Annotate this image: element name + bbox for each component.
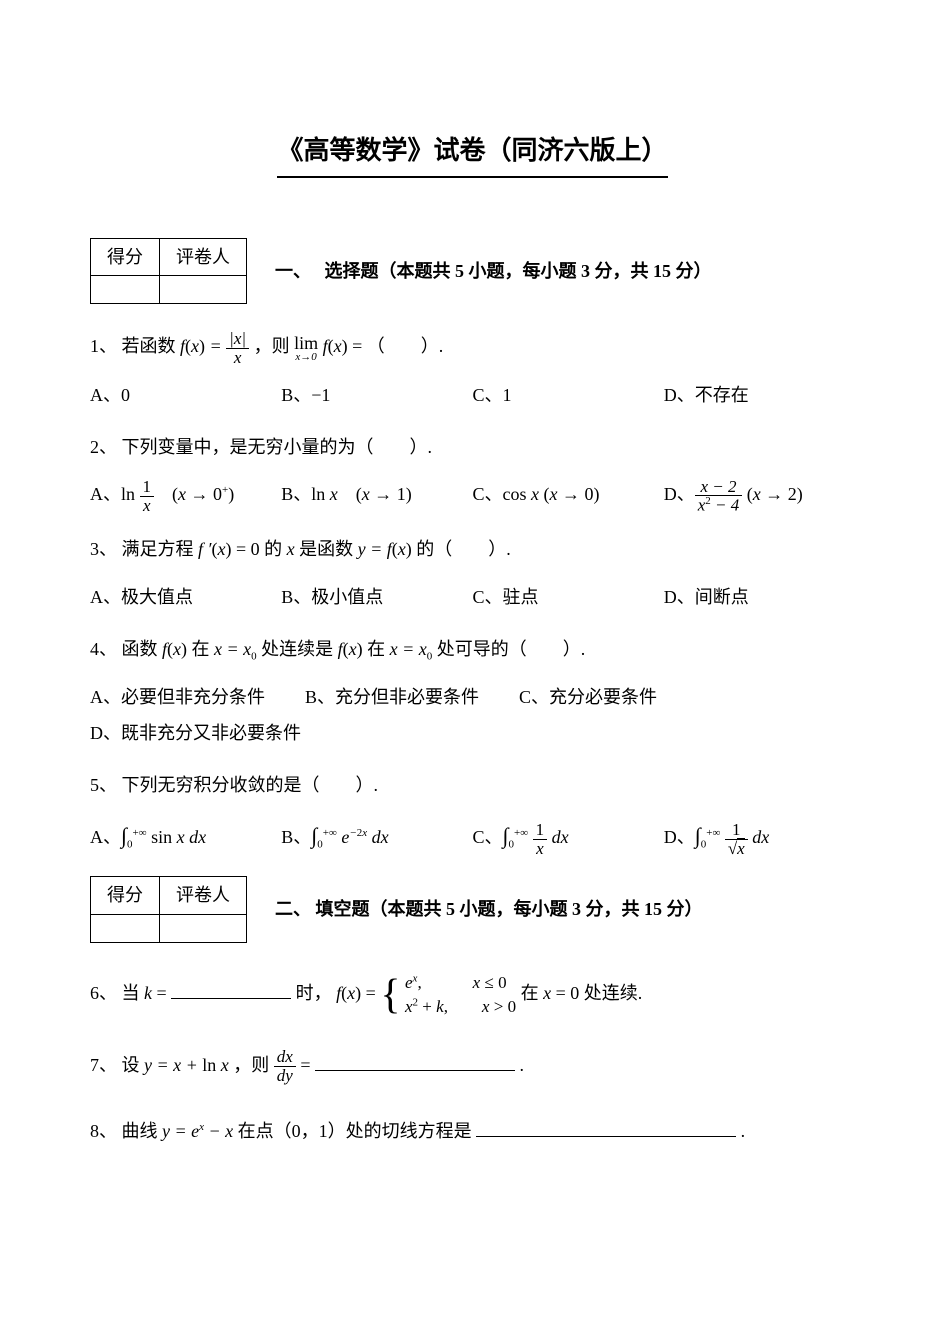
section-1-text: 选择题（本题共 5 小题，每小题 3 分，共 15 分） (325, 261, 712, 281)
title-container: 《高等数学》试卷（同济六版上） (90, 130, 855, 178)
q4-opt-c: C、充分必要条件 (519, 679, 657, 715)
q6-fx: f(x) = (336, 983, 380, 1003)
section-2-number: 二、 (275, 899, 311, 919)
q7-frac: dxdy (274, 1048, 296, 1085)
q6-brace-icon: { (380, 974, 400, 1016)
q3-options: A、极大值点 B、极小值点 C、驻点 D、间断点 (90, 579, 855, 615)
q8-mid: 在点（0，1）处的切线方程是 (238, 1121, 472, 1141)
q1-num: 1、 (90, 336, 117, 356)
section-2-heading: 二、 填空题（本题共 5 小题，每小题 3 分，共 15 分） (265, 895, 855, 924)
q5-opt-c: C、∫0+∞ 1x dx (473, 814, 664, 858)
q2-opt-c: C、cos x (x → 0) (473, 476, 664, 515)
q4-opt-a: A、必要但非充分条件 (90, 679, 265, 715)
q7-eq: = (300, 1055, 315, 1075)
question-6: 6、 当 k = 时， f(x) = { ex, x ≤ 0 x2 + k, x… (90, 971, 855, 1019)
q3-stem: 满足方程 f ′(x) = 0 的 x 是函数 y = f(x) 的（ ）. (122, 539, 511, 559)
q1-math1: f(x) = (180, 336, 226, 356)
q7-mid: ，则 (233, 1055, 274, 1075)
q7-blank (315, 1053, 515, 1071)
q5-opt-d: D、∫0+∞ 1√x dx (664, 814, 855, 858)
q4-opt-b: B、充分但非必要条件 (305, 679, 479, 715)
section-1-header: 得分 评卷人 一、 选择题（本题共 5 小题，每小题 3 分，共 15 分） (90, 238, 855, 305)
q5-options: A、∫0+∞ sin x dx B、∫0+∞ e−2x dx C、∫0+∞ 1x… (90, 814, 855, 858)
q7-post: . (520, 1055, 525, 1075)
q3-opt-d: D、间断点 (664, 579, 855, 615)
q6-k: k (144, 983, 152, 1003)
q6-eq: = (157, 983, 167, 1003)
section-2-header: 得分 评卷人 二、 填空题（本题共 5 小题，每小题 3 分，共 15 分） (90, 876, 855, 943)
question-1: 1、 若函数 f(x) = |x|x ，则 limx→0 f(x) = （ ）. (90, 328, 855, 366)
question-2: 2、 下列变量中，是无穷小量的为（ ）. (90, 429, 855, 467)
q2-options: A、ln 1x (x → 0+) B、ln x (x → 1) C、cos x … (90, 476, 855, 515)
section-1-number: 一、 (275, 261, 302, 281)
q5-opt-b: B、∫0+∞ e−2x dx (281, 814, 472, 858)
q6-post: 处连续. (584, 983, 643, 1003)
q3-num: 3、 (90, 539, 117, 559)
score-box-2: 得分 评卷人 (90, 876, 247, 943)
q1-math2: f(x) = (323, 336, 367, 356)
q1-opt-a: A、0 (90, 377, 281, 413)
question-5: 5、 下列无穷积分收敛的是（ ）. (90, 767, 855, 805)
score-col2-label: 评卷人 (160, 238, 247, 276)
q3-opt-c: C、驻点 (473, 579, 664, 615)
q2-stem: 下列变量中，是无穷小量的为（ ）. (122, 437, 433, 457)
q6-blank (171, 981, 291, 999)
question-4: 4、 函数 f(x) 在 x = x0 处连续是 f(x) 在 x = x0 处… (90, 631, 855, 669)
q2-opt-d: D、x − 2x2 − 4 (x → 2) (664, 476, 855, 515)
score-col1-empty (91, 276, 160, 304)
q1-frac: |x|x (226, 330, 249, 367)
q6-pre: 当 (122, 983, 145, 1003)
section-2-text: 填空题（本题共 5 小题，每小题 3 分，共 15 分） (316, 899, 703, 919)
question-8: 8、 曲线 y = ex − x 在点（0，1）处的切线方程是 . (90, 1113, 855, 1151)
q8-pre: 曲线 (122, 1121, 163, 1141)
q5-stem: 下列无穷积分收敛的是（ ）. (122, 775, 379, 795)
q4-opt-d: D、既非充分又非必要条件 (90, 715, 301, 751)
q7-num: 7、 (90, 1055, 117, 1075)
question-7: 7、 设 y = x + ln x ，则 dxdy = . (90, 1047, 855, 1085)
q4-stem: 函数 f(x) 在 x = x0 处连续是 f(x) 在 x = x0 处可导的… (122, 639, 586, 659)
q6-mid: 时， (296, 983, 332, 1003)
q3-opt-b: B、极小值点 (281, 579, 472, 615)
q8-math1: y = ex − x (162, 1121, 233, 1141)
q7-pre: 设 (122, 1055, 145, 1075)
score-col1-label: 得分 (91, 238, 160, 276)
q1-opt-c: C、1 (473, 377, 664, 413)
q6-num: 6、 (90, 983, 117, 1003)
q3-opt-a: A、极大值点 (90, 579, 281, 615)
q8-num: 8、 (90, 1121, 117, 1141)
q6-cases: ex, x ≤ 0 x2 + k, x > 0 (405, 971, 516, 1019)
q2-opt-b: B、ln x (x → 1) (281, 476, 472, 515)
q6-postmath: x = 0 (543, 983, 579, 1003)
q1-mid: ，则 (254, 336, 295, 356)
q1-post: （ ）. (367, 336, 444, 356)
score2-col2-empty (160, 915, 247, 943)
q1-options: A、0 B、−1 C、1 D、不存在 (90, 377, 855, 413)
q2-num: 2、 (90, 437, 117, 457)
q7-math1: y = x + ln x (144, 1055, 229, 1075)
q2-opt-a: A、ln 1x (x → 0+) (90, 476, 281, 515)
q1-pre: 若函数 (122, 336, 181, 356)
score-col2-empty (160, 276, 247, 304)
q6-postpre: 在 (521, 983, 544, 1003)
section-1-heading: 一、 选择题（本题共 5 小题，每小题 3 分，共 15 分） (265, 257, 855, 286)
q1-opt-d: D、不存在 (664, 377, 855, 413)
q8-blank (476, 1119, 736, 1137)
q5-opt-a: A、∫0+∞ sin x dx (90, 814, 281, 858)
score2-col2-label: 评卷人 (160, 877, 247, 915)
q8-post: . (741, 1121, 746, 1141)
page-title: 《高等数学》试卷（同济六版上） (277, 130, 667, 178)
q4-num: 4、 (90, 639, 117, 659)
score2-col1-empty (91, 915, 160, 943)
q1-opt-b: B、−1 (281, 377, 472, 413)
score2-col1-label: 得分 (91, 877, 160, 915)
q1-lim: limx→0 (294, 334, 318, 363)
question-3: 3、 满足方程 f ′(x) = 0 的 x 是函数 y = f(x) 的（ ）… (90, 531, 855, 569)
score-box-1: 得分 评卷人 (90, 238, 247, 305)
q4-options: A、必要但非充分条件 B、充分但非必要条件 C、充分必要条件 D、既非充分又非必… (90, 679, 855, 751)
q5-num: 5、 (90, 775, 117, 795)
